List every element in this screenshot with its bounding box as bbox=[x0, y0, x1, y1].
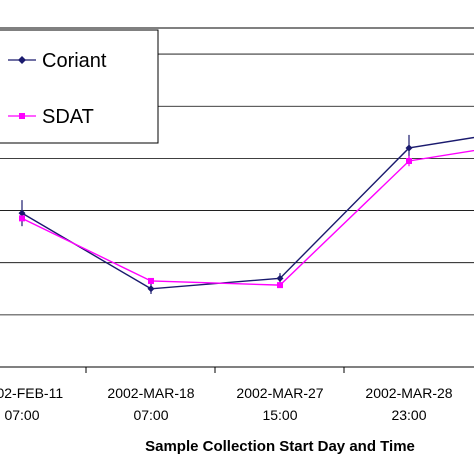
data-point-coriant-3 bbox=[405, 144, 413, 152]
legend-marker-coriant bbox=[18, 56, 26, 64]
x-tick-label-time-3: 23:00 bbox=[391, 407, 426, 423]
legend-box bbox=[0, 29, 159, 144]
legend-marker-sdat bbox=[19, 113, 25, 119]
x-tick-label-2: 2002-MAR-27 bbox=[236, 385, 323, 401]
x-tick-label-0: 2002-FEB-11 bbox=[0, 385, 63, 401]
x-tick-labels: 2002-FEB-11 07:00 2002-MAR-18 07:00 2002-MAR… bbox=[0, 385, 453, 423]
legend: Coriant SDAT bbox=[0, 29, 159, 144]
data-point-sdat-3 bbox=[406, 157, 412, 164]
data-point-sdat-1 bbox=[148, 277, 154, 284]
x-tick-label-time-2: 15:00 bbox=[262, 407, 297, 423]
series-sdat bbox=[19, 149, 474, 289]
x-axis-label: Sample Collection Start Day and Time bbox=[145, 438, 415, 455]
data-point-coriant-2 bbox=[276, 274, 284, 282]
data-point-coriant-0 bbox=[18, 209, 26, 217]
x-tick-label-time-0: 07:00 bbox=[4, 407, 39, 423]
data-point-sdat-0 bbox=[19, 215, 25, 222]
data-point-coriant-1 bbox=[147, 285, 155, 293]
x-tick-label-1: 2002-MAR-18 bbox=[107, 385, 194, 401]
data-point-sdat-2 bbox=[277, 282, 283, 289]
series-layer bbox=[18, 134, 474, 294]
legend-label-coriant: Coriant bbox=[42, 50, 107, 72]
series-coriant bbox=[18, 134, 474, 294]
x-tick-label-time-1: 07:00 bbox=[133, 407, 168, 423]
legend-label-sdat: SDAT bbox=[42, 106, 94, 128]
x-tick-label-3: 2002-MAR-28 bbox=[365, 385, 452, 401]
series-line-sdat bbox=[21, 149, 474, 286]
axes bbox=[0, 27, 474, 373]
